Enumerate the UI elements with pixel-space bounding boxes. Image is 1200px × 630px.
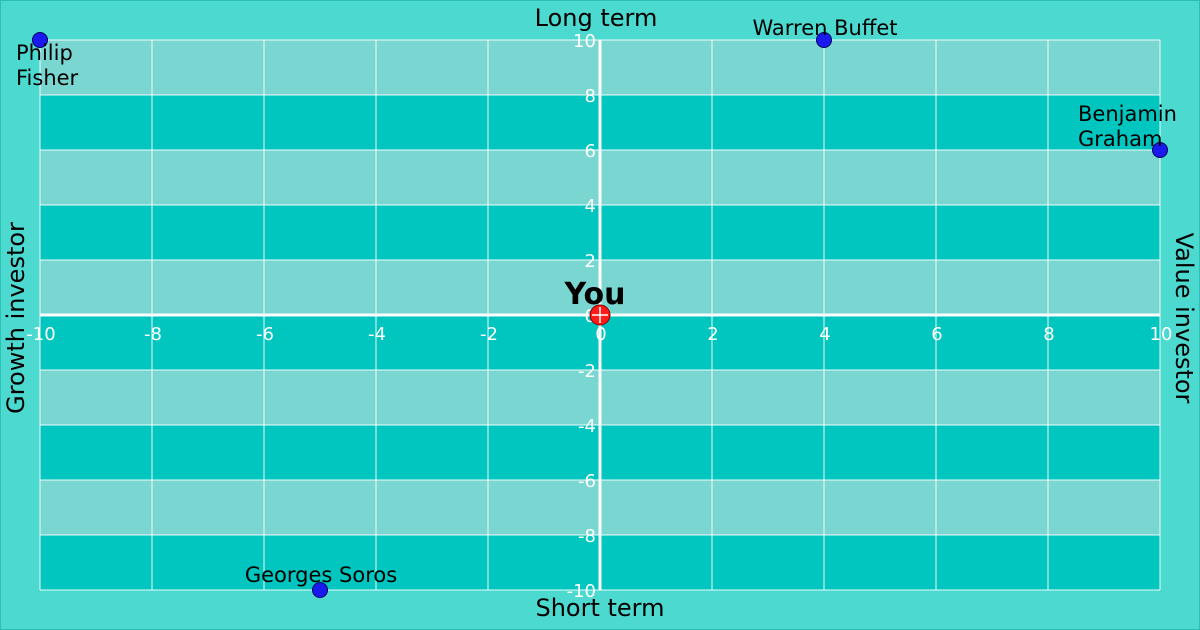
y-tick-label: -10 (567, 581, 596, 602)
x-tick-label: 6 (931, 324, 942, 345)
y-tick-label: 2 (585, 251, 596, 272)
x-tick-label: -8 (144, 324, 162, 345)
data-point (1152, 142, 1168, 158)
y-tick-label: 6 (585, 141, 596, 162)
axis-title-top: Long term (535, 4, 658, 32)
y-tick-label: -6 (578, 471, 596, 492)
y-tick-label: 8 (585, 86, 596, 107)
you-label: You (564, 277, 626, 312)
data-point-label: Philip Fisher (16, 41, 79, 90)
x-tick-label: -4 (368, 324, 386, 345)
data-points: Philip Fisher Warren Buffet Benjamin Graham G… (16, 16, 1177, 598)
x-tick-label: 0 (595, 324, 606, 345)
data-point (312, 582, 328, 598)
y-tick-label: 10 (573, 31, 596, 52)
x-tick-label: -2 (480, 324, 498, 345)
data-point-group: Philip Fisher (16, 32, 79, 90)
x-tick-label: 8 (1043, 324, 1054, 345)
x-tick-label: 2 (707, 324, 718, 345)
y-tick-label: -8 (578, 526, 596, 547)
x-tick-label: 10 (1150, 324, 1173, 345)
x-tick-label: 4 (819, 324, 830, 345)
data-point (32, 32, 48, 48)
data-point-group: You (564, 277, 626, 326)
data-point-label: Warren Buffet (753, 16, 898, 40)
data-point-label: Georges Soros (245, 563, 397, 587)
data-point-label: Benjamin Graham (1078, 102, 1177, 151)
x-tick-label: -6 (256, 324, 274, 345)
data-point (816, 32, 832, 48)
axis-titles: Long term Short term Growth investor Val… (2, 4, 1198, 622)
y-tick-label: -2 (578, 361, 596, 382)
data-point-group: Benjamin Graham (1078, 102, 1177, 158)
x-tick-label: -10 (26, 324, 55, 345)
data-point-group: Warren Buffet (753, 16, 898, 48)
axis-title-right: Value investor (1170, 233, 1198, 404)
axis-title-bottom: Short term (535, 594, 664, 622)
data-point-group: Georges Soros (245, 563, 397, 598)
y-tick-label: -4 (578, 416, 596, 437)
axis-title-left: Growth investor (2, 222, 30, 414)
y-tick-label: 4 (585, 196, 596, 217)
